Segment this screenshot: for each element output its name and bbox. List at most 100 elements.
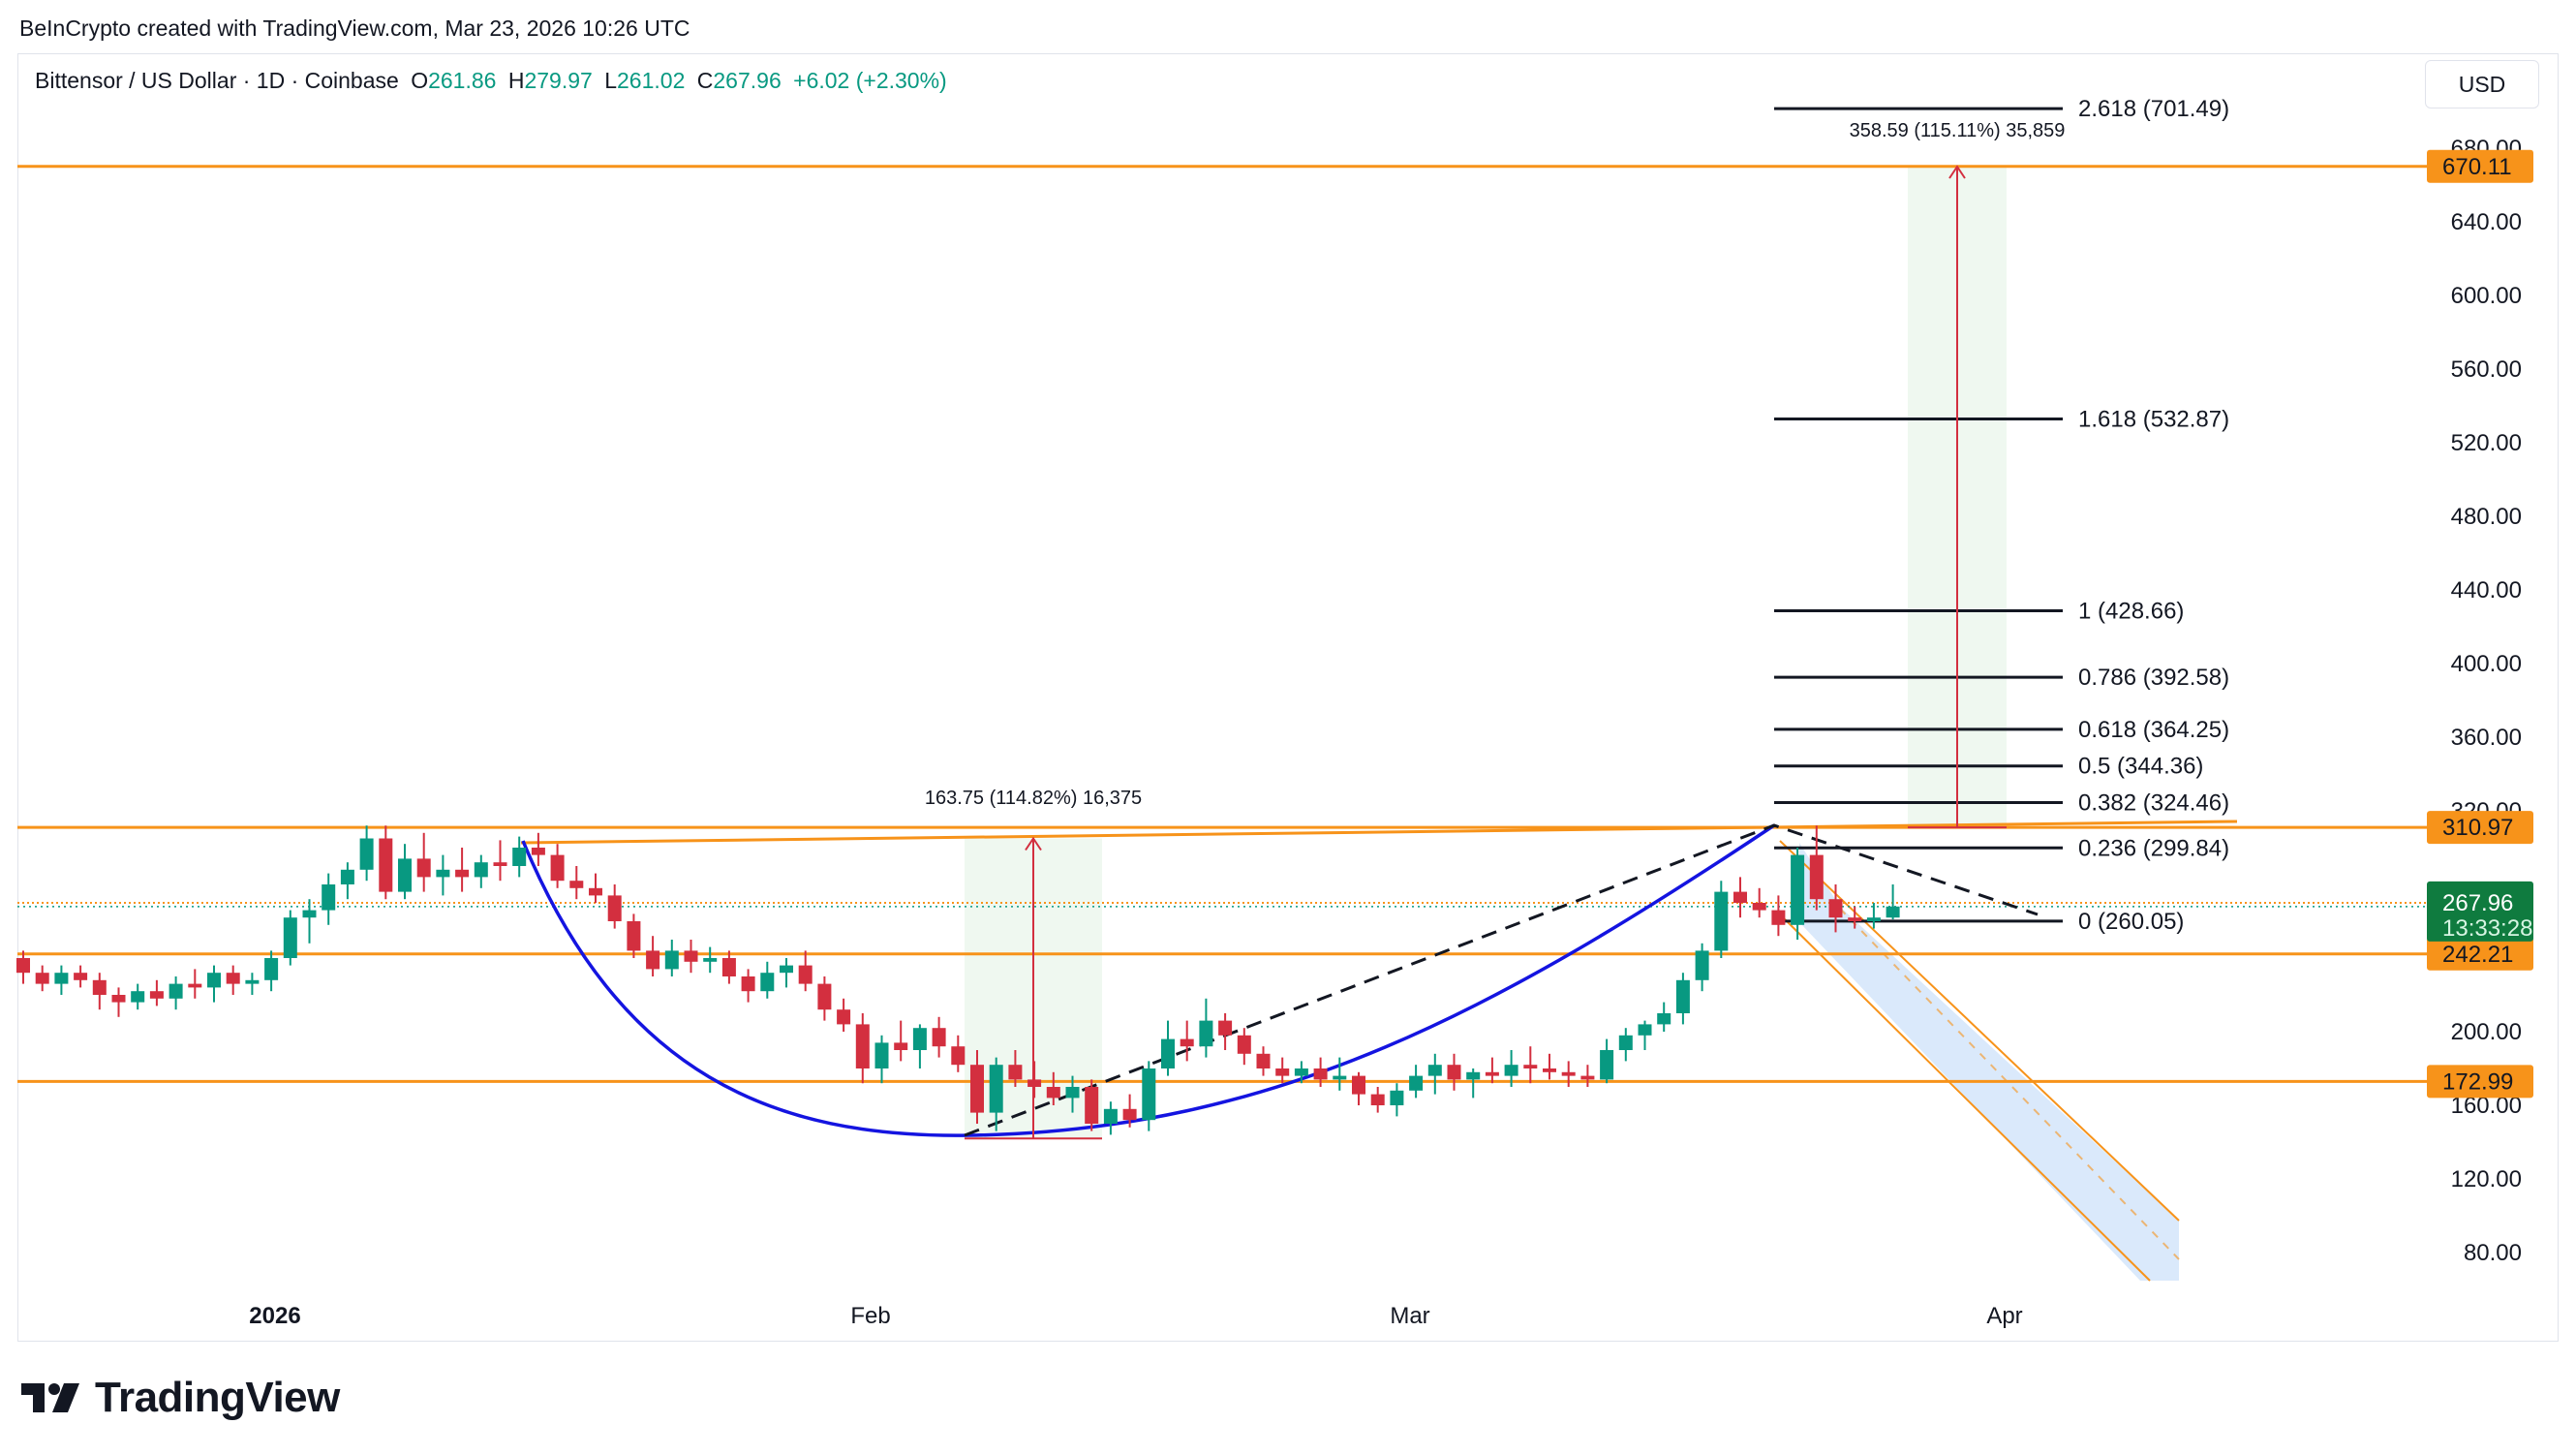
fib-label-1: 1 (428.66) [2078,599,2184,625]
high-label: H [507,68,525,93]
measure-arrowhead-2 [1948,165,1966,179]
y-tick-label: 400.00 [2451,651,2522,677]
fib-label-2.618: 2.618 (701.49) [2078,96,2229,122]
y-tick-label: 640.00 [2451,209,2522,235]
candle-body [474,862,488,878]
fib-label-0.382: 0.382 (324.46) [2078,790,2229,817]
candle-body [436,869,450,878]
candle-body [1180,1038,1194,1047]
measure-label-1: 163.75 (114.82%) 16,375 [925,788,1142,809]
candle-body [35,973,49,984]
candle-body [1714,891,1729,951]
low-label: L [604,68,618,93]
candle-body [169,983,183,999]
candle-body [111,995,126,1003]
candle-body [951,1046,966,1066]
level-tag-label: 310.97 [2442,815,2513,841]
candle-body [550,854,565,882]
fib-label-1.618: 1.618 (532.87) [2078,407,2229,433]
candle-body [1103,1108,1118,1124]
candle-body [1447,1065,1461,1080]
candle-body [1352,1075,1365,1095]
candle-body [188,983,202,988]
chart-credit: BeInCrypto created with TradingView.com,… [19,15,690,41]
candle-body [741,976,755,992]
candle-body [1237,1035,1251,1054]
y-tick-label: 200.00 [2451,1019,2522,1045]
candle-body [837,1009,851,1025]
level-tag-3 [2427,937,2533,971]
candle-body [1771,910,1786,925]
y-tick-label: 120.00 [2451,1166,2522,1192]
candle-body [1886,906,1900,918]
candle-body [1752,903,1766,911]
candle-body [1600,1050,1614,1080]
candle-body [1142,1068,1156,1121]
candle-body [1809,854,1824,900]
x-tick-label: Feb [850,1303,890,1329]
y-tick-label: 480.00 [2451,504,2522,530]
candle-body [1791,854,1805,925]
candle-body [1561,1071,1576,1076]
level-tag-4 [2427,1065,2533,1099]
candle-body [1008,1065,1023,1080]
current-price-tag [2427,881,2533,942]
candle-body [1313,1068,1328,1080]
symbol-name: Bittensor / US Dollar · 1D · Coinbase [35,68,399,93]
candle-body [1523,1065,1538,1068]
measure-arrowhead-1 [1025,836,1042,851]
change-value: +6.02 (+2.30%) [793,68,947,93]
candle-body [245,979,260,984]
x-tick-label: Apr [1986,1303,2022,1329]
descending-channel-fill [1799,843,2179,1281]
y-tick-label: 560.00 [2451,356,2522,383]
close-value: 267.96 [713,68,782,93]
current-price-label: 267.96 [2442,890,2513,916]
candle-body [359,838,374,870]
y-tick-label: 520.00 [2451,430,2522,456]
candle-body [283,917,297,958]
candle-body [664,950,679,970]
candle-body [932,1028,946,1047]
candle-body [92,979,107,995]
close-label: C [696,68,714,93]
open-value: 261.86 [428,68,497,93]
candle-body [1580,1075,1595,1080]
candle-body [416,858,431,878]
candle-body [684,950,698,962]
countdown-label: 13:33:28 [2442,915,2532,942]
candle-body [398,858,412,892]
candle-body [1256,1053,1271,1068]
candle-body [302,910,317,918]
candle-body [646,950,660,970]
candle-body [874,1042,889,1068]
candle-body [1409,1075,1424,1091]
candle-body [1390,1090,1404,1105]
candle-body [493,862,507,866]
candle-body [817,983,832,1010]
candle-body [1370,1094,1385,1105]
level-tag-label: 242.21 [2442,942,2513,968]
candle-body [207,973,221,988]
chart-frame [17,53,2559,1342]
candle-body [1618,1035,1633,1050]
tradingview-wordmark: TradingView [95,1374,340,1421]
candle-body [798,965,813,984]
candle-body [780,965,793,974]
candle-body [131,991,145,1003]
candle-body [855,1024,870,1068]
candle-body [589,887,602,896]
candle-body [1638,1024,1652,1036]
candle-body [455,869,470,878]
channel-upper-edge [1779,840,2180,1222]
candle-body [1504,1065,1518,1076]
candle-body [912,1028,927,1050]
candle-body [1199,1020,1213,1047]
candle-body [54,973,69,984]
level-tag-1 [2427,811,2533,845]
currency-selector[interactable]: USD [2425,60,2539,108]
resistance-trendline [520,820,2238,845]
candle-body [721,958,736,976]
candle-body [1466,1071,1481,1080]
